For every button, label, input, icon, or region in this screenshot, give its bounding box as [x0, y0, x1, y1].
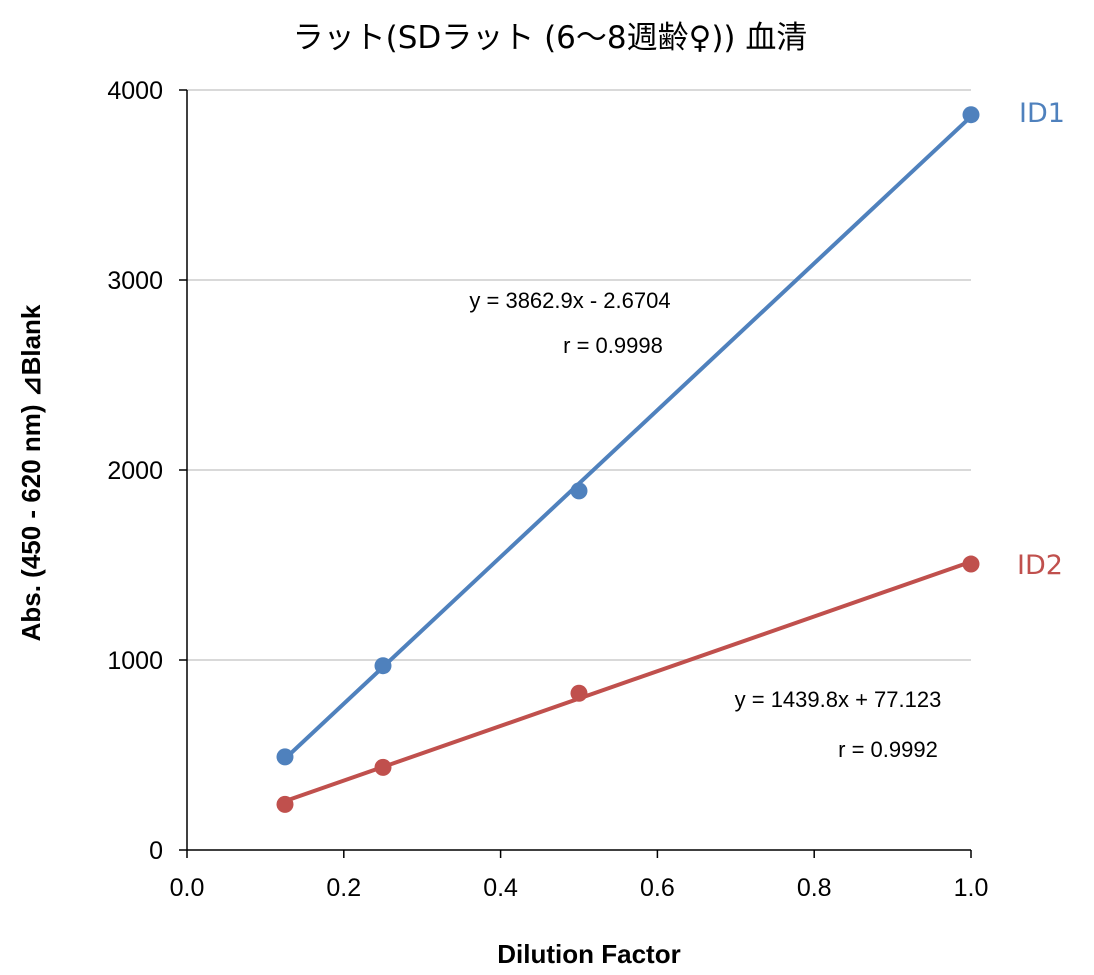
id1-equation: y = 3862.9x - 2.6704 [469, 288, 670, 313]
x-tick-label-5: 1.0 [954, 874, 989, 902]
axes [179, 89, 972, 858]
point-id1-3 [962, 106, 980, 124]
series-layer [276, 106, 980, 813]
tick-labels: 0 1000 2000 3000 4000 0.0 0.2 0.4 0.6 0.8 1.0 [107, 77, 988, 902]
y-tick-label-1: 1000 [107, 647, 163, 675]
x-tick-label-1: 0.2 [326, 874, 361, 902]
point-id1-2 [570, 482, 588, 500]
trendline-id1 [283, 114, 973, 761]
series-label-id2: ID2 [1017, 550, 1063, 581]
y-tick-label-0: 0 [149, 837, 163, 865]
y-axis-title: Abs. (450 - 620 nm) ⊿Blank [16, 304, 46, 641]
id2-equation: y = 1439.8x + 77.123 [735, 687, 942, 712]
y-tick-label-3: 3000 [107, 267, 163, 295]
point-id1-1 [374, 657, 392, 675]
point-id1-0 [276, 748, 294, 766]
x-axis-title: Dilution Factor [497, 939, 680, 969]
point-id2-2 [570, 684, 588, 702]
x-tick-label-3: 0.6 [640, 874, 675, 902]
y-tick-label-2: 2000 [107, 457, 163, 485]
id1-r-value: r = 0.9998 [563, 333, 663, 358]
series-label-id1: ID1 [1019, 98, 1065, 129]
point-id2-3 [962, 555, 980, 573]
x-tick-label-2: 0.4 [483, 874, 518, 902]
x-tick-label-0: 0.0 [170, 874, 205, 902]
chart-title: ラット(SDラット (6～8週齢♀)) 血清 [293, 20, 808, 56]
id2-r-value: r = 0.9992 [838, 737, 938, 762]
gridlines [187, 89, 971, 661]
point-id2-0 [276, 795, 294, 813]
trendline-id2 [283, 559, 973, 804]
point-id2-1 [374, 758, 392, 776]
x-tick-label-4: 0.8 [797, 874, 832, 902]
y-tick-label-4: 4000 [107, 77, 163, 105]
